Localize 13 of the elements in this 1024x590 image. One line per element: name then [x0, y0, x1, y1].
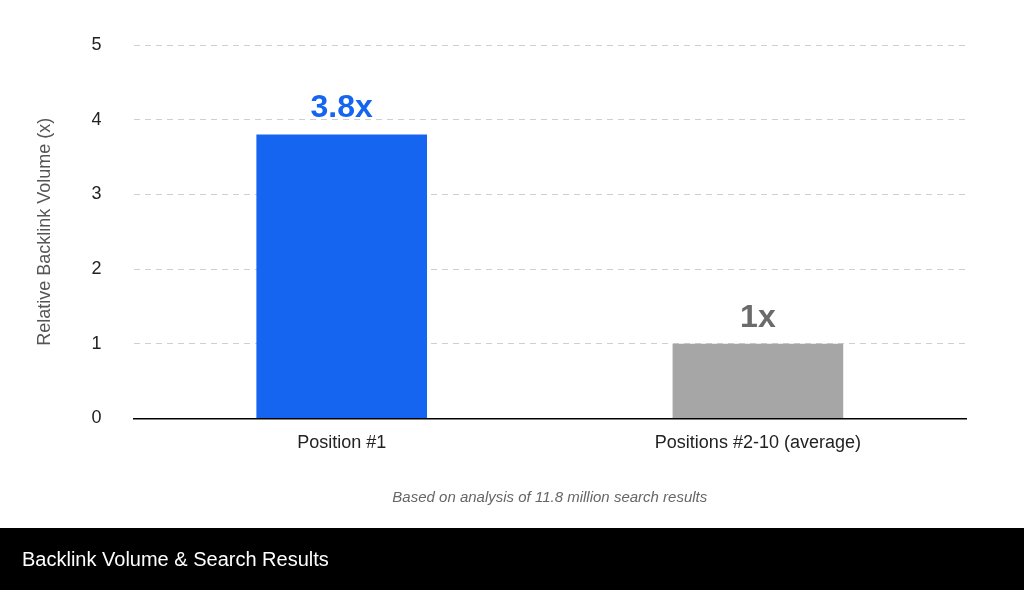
y-tick-label: 3	[91, 183, 102, 204]
data-label: 1x	[740, 297, 776, 334]
y-tick-label: 5	[91, 33, 102, 54]
text: Backlink Volume & Search Results	[0, 528, 1024, 590]
y-tick-label: 4	[91, 108, 102, 129]
text: Based on analysis of 11.8 million search results	[392, 488, 708, 506]
x-tick-label: Position #1	[297, 432, 387, 453]
y-axis-title: Relative Backlink Volume (x)	[33, 117, 54, 346]
x-tick-label: Positions #2-10 (average)	[654, 432, 861, 453]
y-tick-label: 0	[91, 407, 102, 428]
data-label: 3.8x	[310, 88, 374, 125]
y-tick-label: 1	[91, 332, 102, 353]
y-tick-label: 2	[91, 258, 102, 279]
